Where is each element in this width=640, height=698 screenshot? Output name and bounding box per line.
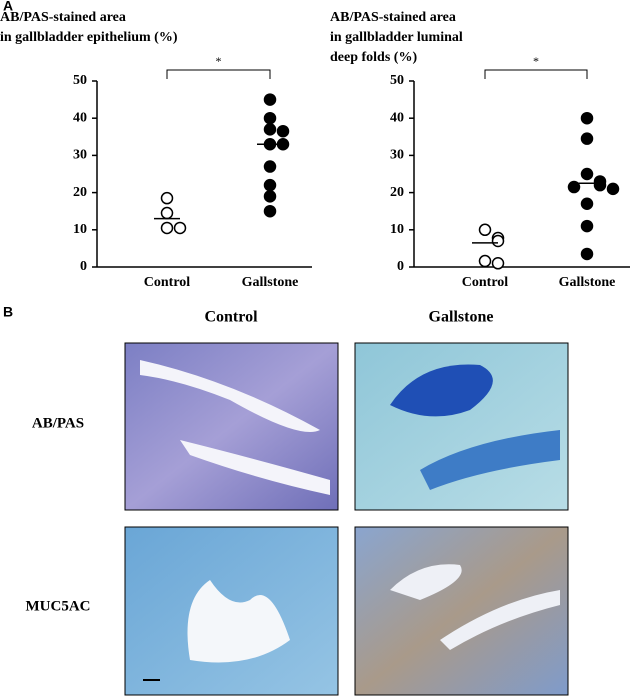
data-point [580, 219, 594, 233]
y-tick-label: 50 [73, 73, 87, 88]
y-tick-label: 0 [80, 259, 87, 274]
micrograph [354, 342, 569, 511]
chart-title: AB/PAS-stained area [330, 10, 456, 25]
data-point [593, 178, 607, 192]
y-tick-label: 20 [390, 185, 404, 200]
data-point [567, 180, 581, 194]
micrograph [124, 526, 339, 696]
row-label: AB/PAS [32, 415, 84, 431]
y-tick-label: 10 [390, 222, 404, 237]
data-point [263, 93, 277, 106]
x-tick-label: Control [462, 275, 509, 290]
row-label: MUC5AC [26, 598, 91, 614]
data-point [160, 191, 174, 205]
data-point [263, 111, 277, 125]
data-point [263, 178, 277, 192]
chart-title: in gallbladder luminal [330, 30, 463, 45]
data-point [580, 247, 594, 261]
micrograph [124, 342, 339, 511]
data-point [478, 223, 492, 237]
y-tick-label: 30 [390, 148, 404, 163]
significance-bracket [484, 69, 588, 79]
data-point [263, 190, 277, 203]
y-tick-label: 40 [390, 110, 404, 125]
data-point [263, 204, 277, 218]
y-tick-label: 50 [390, 73, 404, 88]
y-tick-label: 10 [73, 222, 87, 237]
chart-title: AB/PAS-stained area [0, 10, 126, 25]
x-tick-label: Gallstone [242, 275, 299, 290]
y-tick-label: 20 [73, 185, 87, 200]
panel-label: A [3, 0, 13, 14]
column-label: Gallstone [429, 309, 494, 326]
data-point [173, 221, 187, 235]
data-point [580, 167, 594, 181]
data-point [491, 257, 505, 270]
y-tick-label: 30 [73, 148, 87, 163]
significance-label: * [216, 54, 222, 68]
y-tick-label: 40 [73, 110, 87, 125]
column-label: Control [204, 309, 258, 326]
panel-label: B [3, 304, 13, 320]
micrograph [354, 526, 569, 696]
data-point [478, 254, 492, 268]
data-point [160, 221, 174, 235]
data-point [263, 123, 277, 136]
x-tick-label: Gallstone [559, 275, 616, 290]
data-point [491, 234, 505, 248]
significance-label: * [533, 54, 539, 68]
data-point [580, 132, 594, 145]
chart-title: deep folds (%) [330, 50, 417, 65]
chart-title: in gallbladder epithelium (%) [0, 30, 178, 45]
data-point [580, 111, 594, 125]
data-point [606, 182, 620, 196]
data-point [263, 160, 277, 173]
x-tick-label: Control [144, 275, 191, 290]
data-point [276, 124, 290, 138]
significance-bracket [166, 69, 271, 79]
y-tick-label: 0 [397, 259, 404, 274]
data-point [160, 206, 174, 220]
data-point [580, 197, 594, 211]
